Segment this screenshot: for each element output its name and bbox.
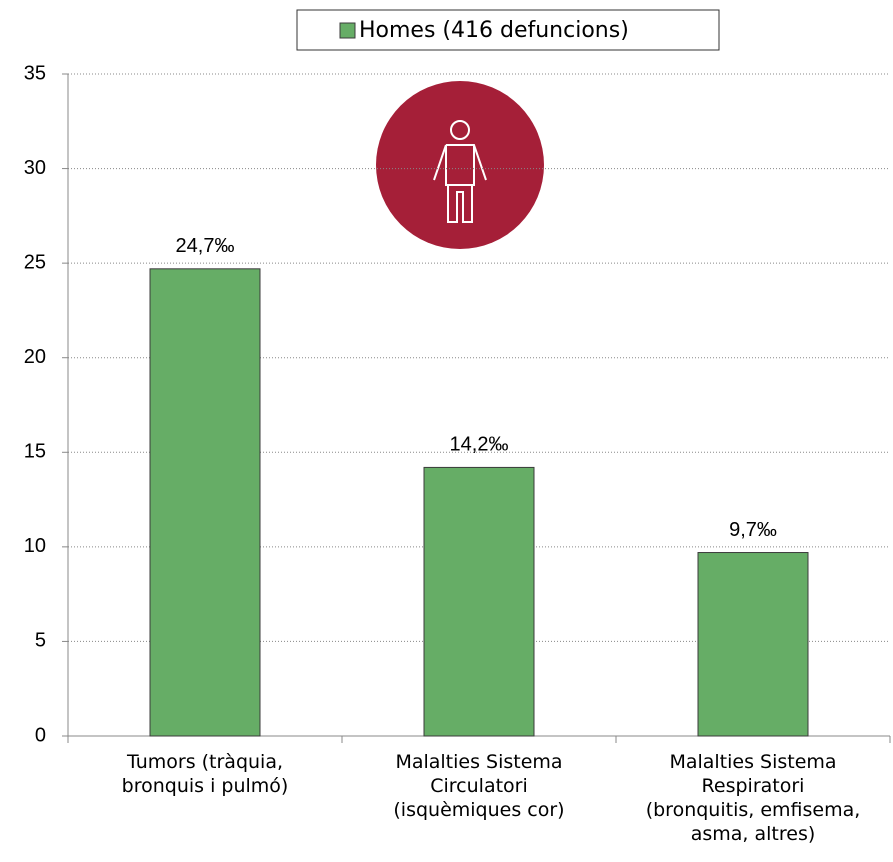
y-tick-label: 15	[24, 441, 46, 463]
y-tick-label: 35	[24, 62, 46, 84]
legend: Homes (416 defuncions)	[296, 9, 720, 51]
y-tick-label: 25	[24, 251, 46, 273]
legend-box	[296, 9, 720, 51]
y-tick-label: 20	[24, 346, 46, 368]
y-tick-label: 0	[35, 724, 46, 746]
y-tick-label: 30	[24, 157, 46, 179]
y-tick-label: 10	[24, 535, 46, 557]
bar	[149, 268, 261, 737]
value-label: 14,2‰	[450, 434, 509, 456]
x-tick-label: Tumors (tràquia, bronquis i pulmó)	[121, 751, 289, 797]
bar	[423, 466, 535, 737]
x-tick-label: Malalties Sistema Respiratori (bronquiti…	[645, 751, 861, 845]
value-label: 24,7‰	[176, 235, 235, 257]
y-tick-label: 5	[35, 630, 46, 652]
legend-label: Homes (416 defuncions)	[359, 18, 629, 43]
icon	[376, 81, 544, 249]
value-label: 9,7‰	[729, 519, 777, 541]
legend-swatch	[339, 22, 356, 39]
bar	[697, 552, 809, 737]
x-tick-label: Malalties Sistema Circulatori (isquèmiqu…	[393, 751, 565, 821]
